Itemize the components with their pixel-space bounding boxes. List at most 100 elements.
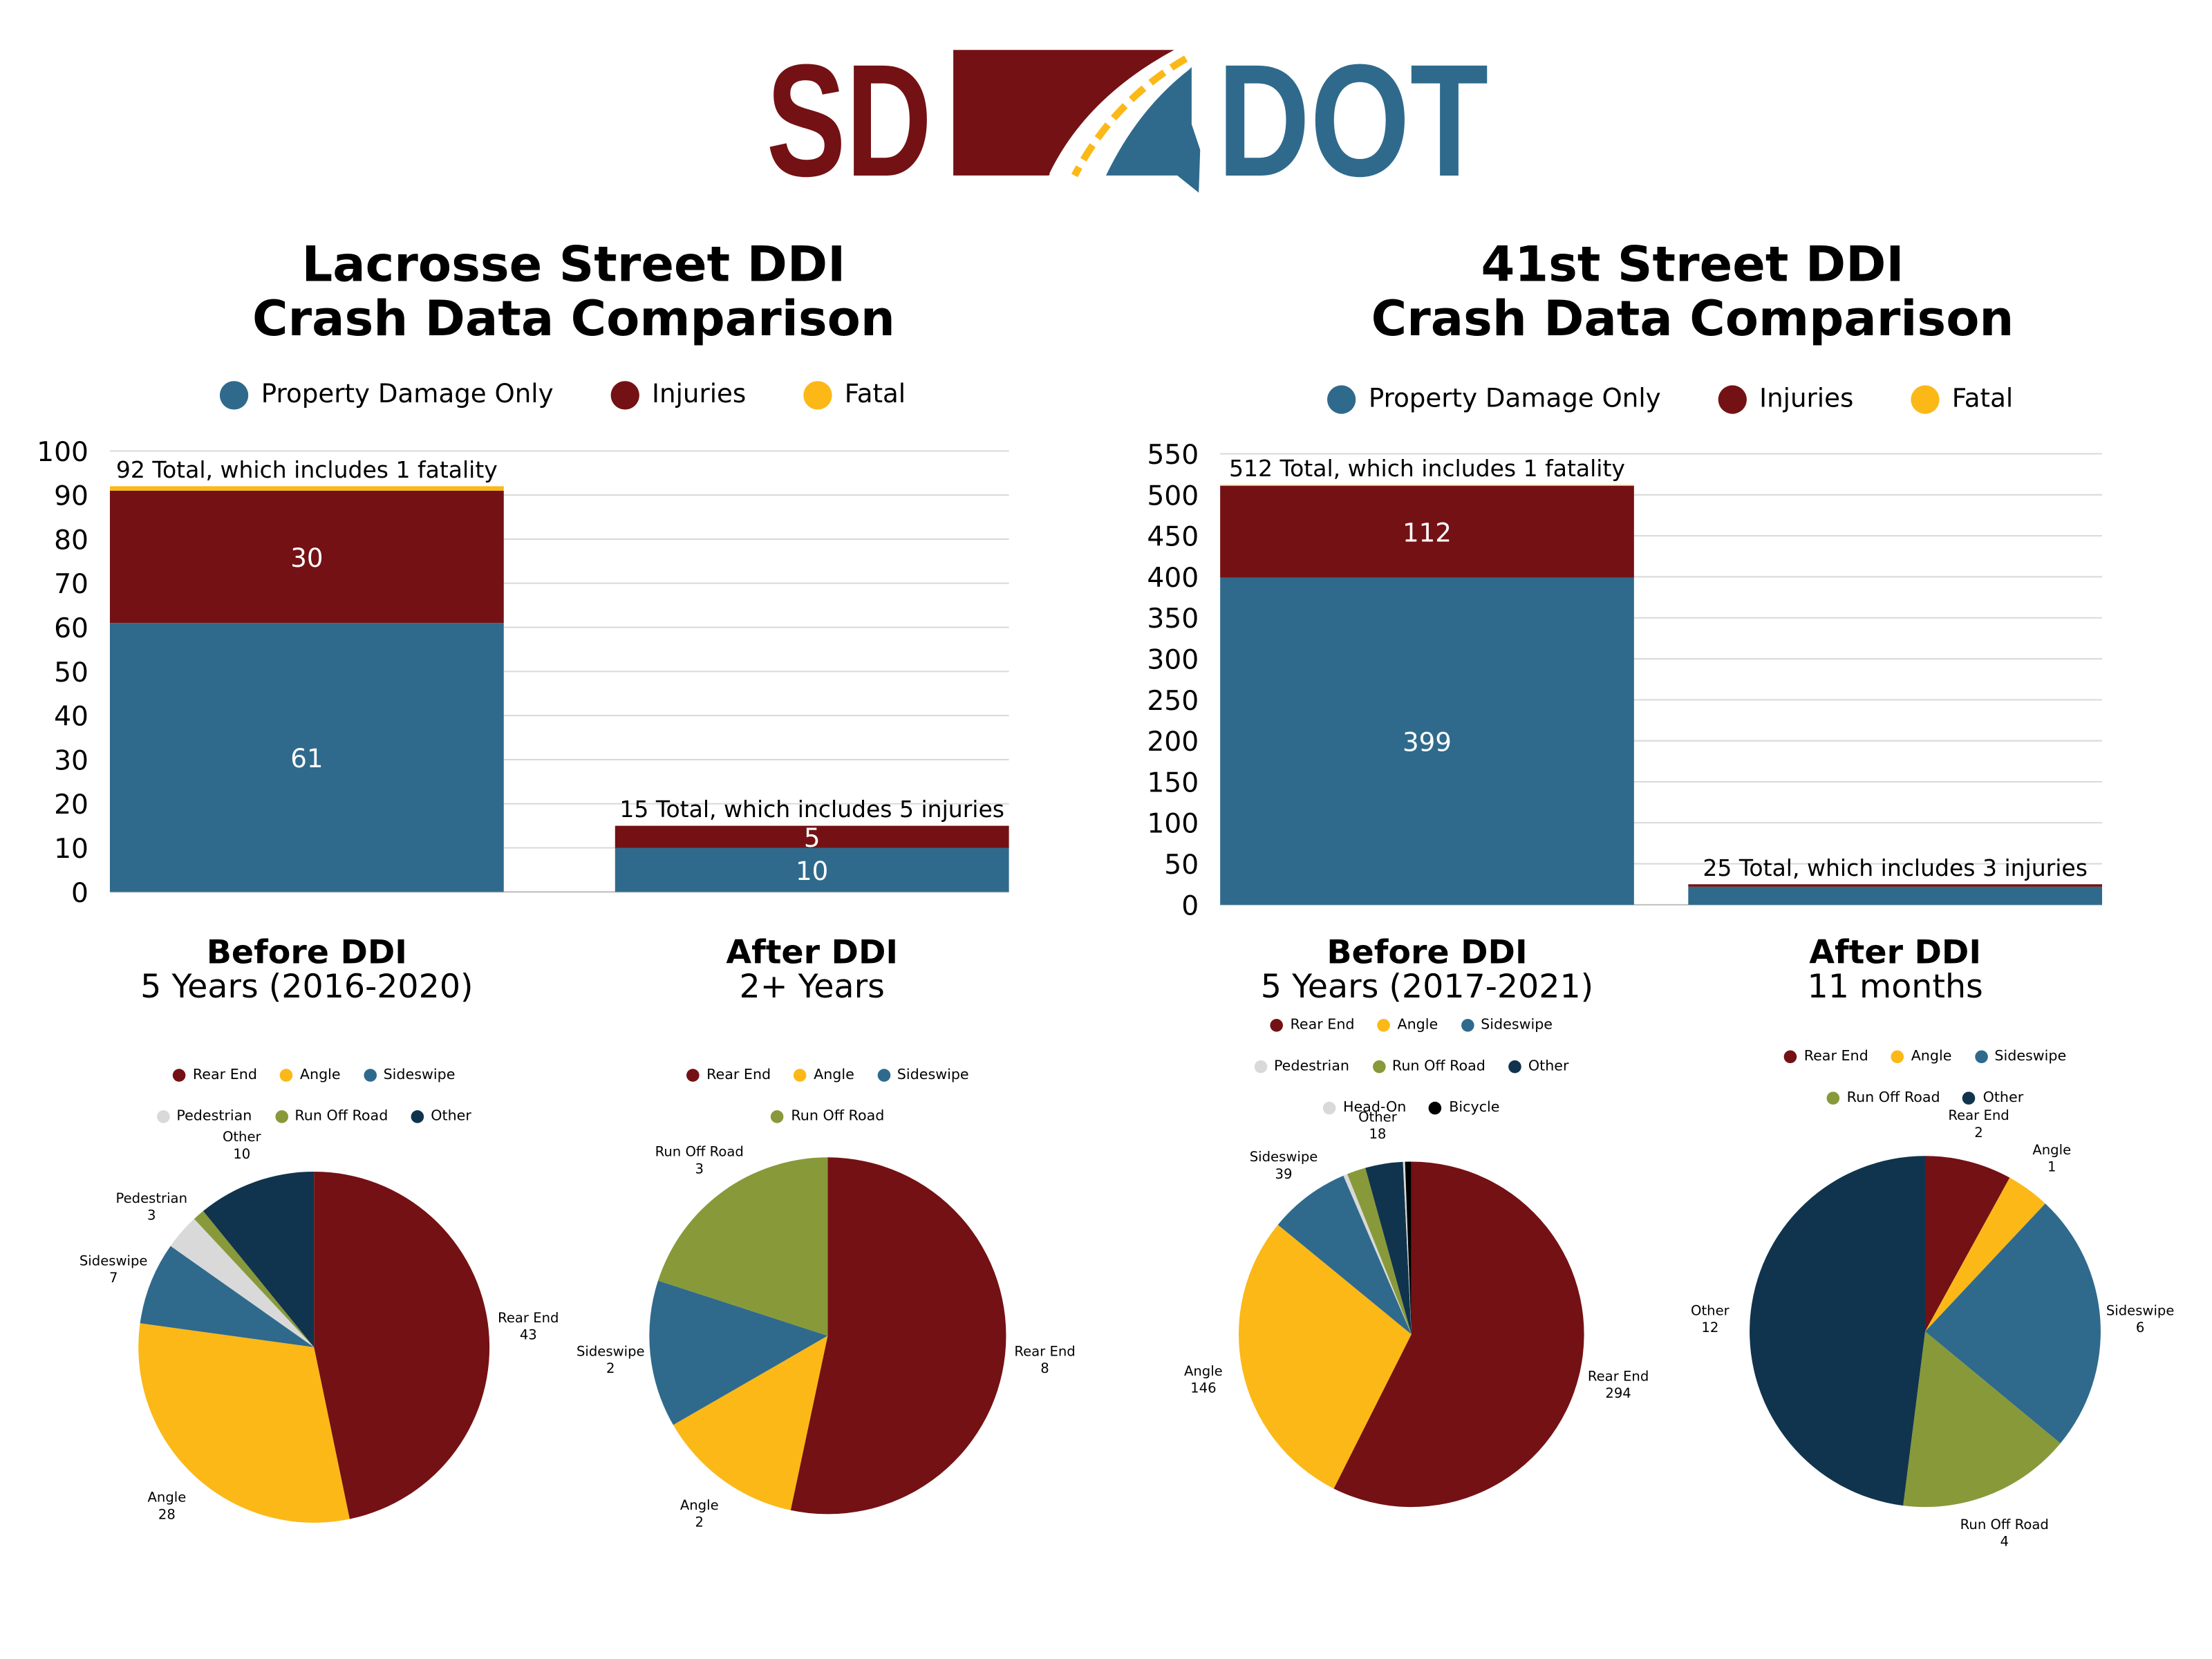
legend-dot	[1254, 1060, 1267, 1074]
series-legend-lacrosse: Property Damage Only Injuries Fatal	[219, 379, 906, 410]
legend-dot	[1327, 384, 1356, 413]
legend-dot	[877, 1069, 890, 1082]
pie-data-label-name: Sideswipe	[79, 1253, 148, 1268]
pie-slice-sideswipe	[1277, 1175, 1412, 1335]
y-tick-label: 70	[54, 569, 88, 600]
legend-dot	[771, 1110, 785, 1123]
legend-dot	[1891, 1050, 1904, 1064]
legend-dot	[1826, 1091, 1840, 1105]
bar-segment-property-damage-only	[615, 847, 1009, 892]
pie-slice-angle	[1925, 1177, 2045, 1332]
legend-item-fatal: Fatal	[803, 379, 906, 410]
bar-total-annotation: 92 Total, which includes 1 fatality	[116, 456, 498, 483]
bar-data-label: 399	[1403, 728, 1452, 758]
bar-data-label: 112	[1403, 518, 1452, 548]
pie-data-label-name: Angle	[1184, 1363, 1223, 1379]
y-tick-label: 50	[1164, 850, 1199, 881]
title-line2: Crash Data Comparison	[252, 291, 895, 348]
pie-data-label-value: 1	[2047, 1159, 2056, 1175]
y-tick-label: 350	[1147, 603, 1199, 635]
pie-data-label-name: Angle	[680, 1497, 719, 1513]
pie-legend-item: Run Off Road	[274, 1109, 388, 1125]
pie-slice-other	[1750, 1156, 1926, 1506]
x-category-label: After DDI	[1809, 934, 1981, 972]
pie-data-label-value: 43	[520, 1327, 537, 1343]
pie-legend-item: Other	[1508, 1059, 1568, 1075]
pie-data-label-name: Sideswipe	[577, 1343, 645, 1359]
legend-dot	[1429, 1101, 1442, 1115]
pie-slice-angle	[138, 1323, 350, 1523]
pie-data-label-name: Run Off Road	[1960, 1517, 2049, 1533]
pie-slice-sideswipe	[140, 1246, 315, 1347]
legend-label: Run Off Road	[791, 1109, 885, 1125]
pie-slice-run-off-road	[1347, 1168, 1412, 1335]
bar-total-annotation: 512 Total, which includes 1 fatality	[1229, 455, 1625, 482]
x-category-label: Before DDI	[1327, 934, 1527, 972]
legend-label: Run Off Road	[1846, 1090, 1940, 1106]
legend-label: Rear End	[706, 1067, 771, 1083]
pie-legend-item: Other	[1962, 1090, 2024, 1106]
pie-data-label-name: Sideswipe	[1250, 1149, 1318, 1165]
legend-dot	[274, 1110, 288, 1123]
legend-dot	[279, 1069, 293, 1082]
x-category-subtitle: 2+ Years	[740, 968, 885, 1006]
legend-label: Injuries	[1759, 384, 1854, 414]
y-tick-label: 0	[1181, 890, 1199, 921]
legend-dot	[610, 380, 639, 409]
pie-slice-rear-end	[314, 1171, 490, 1519]
y-tick-label: 200	[1147, 727, 1199, 758]
pie-data-label-name: Rear End	[1588, 1368, 1649, 1384]
pie-slice-angle	[673, 1335, 828, 1510]
bar-segment-injuries	[1688, 884, 2103, 887]
pie-data-label-value: 18	[1369, 1126, 1386, 1142]
legend-dot	[1718, 384, 1747, 413]
legend-item-fatal: Fatal	[1910, 384, 2013, 414]
pie-data-label-value: 6	[2136, 1320, 2144, 1335]
legend-label: Sideswipe	[1481, 1017, 1553, 1033]
pie-slice-other	[1365, 1161, 1412, 1335]
legend-label: Angle	[1397, 1017, 1438, 1033]
bar-segment-fatal	[1220, 485, 1634, 486]
pie-slice-bicycle	[1405, 1161, 1412, 1335]
legend-dot	[794, 1069, 807, 1082]
pie-data-label-name: Angle	[148, 1490, 187, 1506]
pie-data-label-value: 2	[695, 1515, 704, 1530]
legend-dot	[1377, 1019, 1391, 1032]
pie-legend-item: Other	[411, 1109, 471, 1125]
pie-legend-item: Angle	[1891, 1049, 1951, 1065]
pie-data-label-value: 10	[233, 1146, 250, 1162]
legend-item-injuries: Injuries	[1718, 384, 1854, 414]
pie-slice-rear-end	[1925, 1156, 2010, 1332]
x-category-subtitle: 11 months	[1808, 968, 1983, 1006]
pie-data-label-name: Angle	[2032, 1142, 2071, 1158]
bar-segment-injuries	[109, 490, 504, 624]
pie-legend-item: Rear End	[172, 1067, 257, 1083]
panel-title-41st: 41st Street DDI Crash Data Comparison	[1193, 238, 2192, 347]
y-tick-label: 90	[54, 481, 88, 512]
pie-legend-item: Angle	[279, 1067, 341, 1083]
pie-data-label-name: Rear End	[1014, 1343, 1075, 1359]
x-category-subtitle: 5 Years (2017-2021)	[1261, 968, 1593, 1006]
logo-text-sd: SD	[767, 39, 932, 203]
logo-text-dot: DOT	[1217, 39, 1488, 203]
legend-dot	[1974, 1050, 1988, 1064]
x-category-label: Before DDI	[207, 934, 407, 972]
pie-legend: Rear End Angle Sideswipe Run Off Road Other	[1754, 1049, 2096, 1106]
pie-legend-item: Pedestrian	[1254, 1059, 1349, 1075]
pie-data-label-name: Rear End	[1948, 1107, 2009, 1123]
y-tick-label: 40	[54, 702, 88, 733]
legend-dot	[363, 1069, 377, 1082]
pie-data-label-value: 12	[1701, 1320, 1718, 1335]
pie-legend-item: Rear End	[1783, 1049, 1868, 1065]
legend-label: Other	[1983, 1090, 2024, 1106]
pie-data-label-name: Run Off Road	[655, 1144, 744, 1160]
pie-data-label-value: 8	[1040, 1360, 1049, 1376]
legend-dot	[686, 1069, 700, 1082]
bar-chart-0: 0 10 20 30 40 50 60 70 80 90 100 61 30 92 Total, whic…	[37, 437, 1009, 1006]
pie-slice-sideswipe	[649, 1280, 828, 1425]
pie-legend-item: Sideswipe	[877, 1067, 969, 1083]
title-line1: 41st Street DDI	[1481, 236, 1904, 294]
pie-data-label-name: Rear End	[498, 1310, 559, 1326]
y-tick-label: 400	[1147, 563, 1199, 594]
